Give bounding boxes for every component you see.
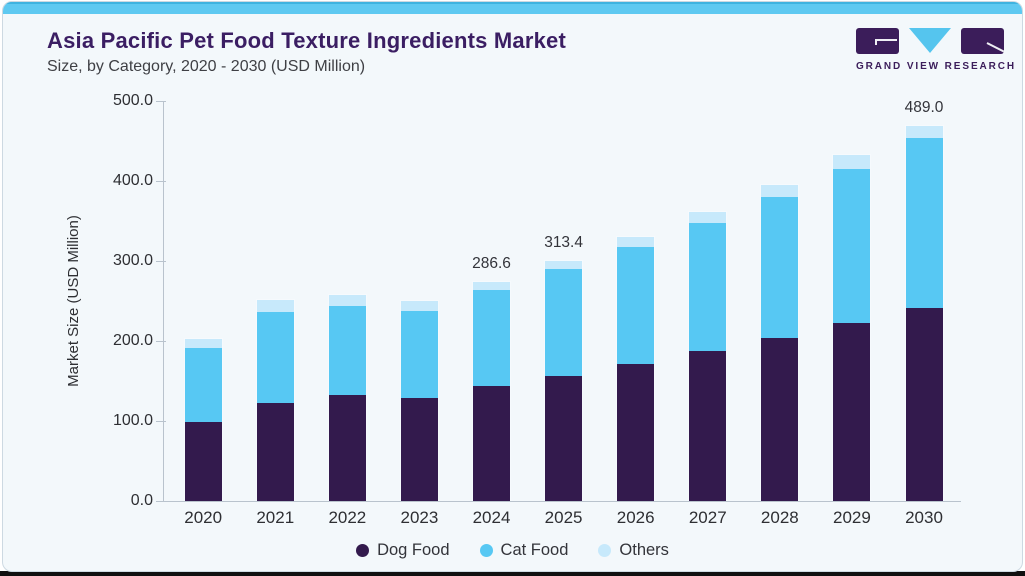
bar-2020-dog-food	[184, 422, 222, 501]
y-tick-label: 500.0	[112, 92, 153, 109]
bar-2028	[760, 183, 800, 501]
bar-2023	[399, 300, 439, 501]
bar-2027	[688, 210, 728, 501]
legend-label-others: Others	[619, 541, 669, 559]
bar-2025	[544, 260, 584, 501]
y-tick	[156, 180, 166, 182]
bar-2030-others	[905, 125, 943, 138]
legend-dot-cat-food-icon	[479, 544, 493, 557]
legend-label-dog-food: Dog Food	[377, 541, 450, 559]
legend: Dog Food Cat Food Others	[3, 541, 1022, 560]
x-tick-label-2030: 2030	[905, 508, 943, 527]
legend-dot-dog-food-icon	[356, 544, 370, 557]
x-tick-label-2022: 2022	[328, 508, 367, 527]
bar-2026-dog-food	[617, 363, 655, 501]
card-accent-bar	[3, 2, 1022, 14]
x-tick-label-2026: 2026	[616, 508, 655, 527]
bar-2030-cat-food	[905, 138, 943, 309]
brand-name: GRAND VIEW RESEARCH	[856, 61, 1016, 72]
x-tick-label-2020: 2020	[184, 508, 223, 527]
plot-area: 0.0 100.0 200.0 300.0 400.0 500.0 2020 2021 2022…	[113, 92, 961, 527]
bar-2029-dog-food	[833, 323, 871, 501]
data-label-2025: 313.4	[544, 234, 583, 251]
page-subtitle: Size, by Category, 2020 - 2030 (USD Mill…	[47, 58, 366, 75]
bar-2021-dog-food	[256, 402, 294, 501]
legend-dot-others-icon	[598, 544, 612, 557]
y-tick-label: 400.0	[112, 172, 153, 189]
gvr-logo-g-icon	[856, 28, 899, 54]
bar-2028-others	[761, 184, 799, 197]
bar-2023-cat-food	[400, 310, 438, 399]
gvr-logo-v-icon	[909, 28, 951, 53]
bar-2026-cat-food	[617, 246, 655, 364]
y-tick	[156, 500, 166, 502]
bar-2023-dog-food	[400, 398, 438, 501]
legend-label-cat-food: Cat Food	[500, 541, 569, 559]
page-title: Asia Pacific Pet Food Texture Ingredient…	[47, 28, 566, 53]
bar-2028-dog-food	[761, 337, 799, 501]
bar-2028-cat-food	[761, 196, 799, 338]
data-label-2024: 286.6	[472, 254, 511, 272]
bar-2022-cat-food	[328, 306, 366, 395]
bar-2029	[832, 154, 872, 501]
gvr-logo-r-icon	[961, 28, 1004, 54]
legend-item-dog-food: Dog Food	[356, 541, 450, 560]
bar-2021-others	[256, 300, 294, 312]
bar-2029-others	[833, 155, 871, 169]
bar-2027-cat-food	[689, 223, 727, 352]
bar-2025-others	[545, 261, 583, 270]
x-tick-label-2021: 2021	[256, 508, 295, 527]
bar-2030	[904, 124, 944, 501]
bar-2027-others	[689, 211, 727, 224]
y-tick	[156, 420, 166, 422]
y-tick	[156, 100, 166, 102]
bar-2020-others	[184, 339, 222, 349]
y-tick-label: 0.0	[130, 492, 153, 509]
y-tick	[156, 340, 166, 342]
bar-2024	[472, 280, 512, 501]
legend-item-others: Others	[598, 541, 669, 560]
bar-2022-dog-food	[328, 394, 366, 501]
x-tick-label-2028: 2028	[760, 508, 799, 527]
bar-2025-dog-food	[545, 375, 583, 501]
y-tick-label: 100.0	[112, 412, 153, 429]
gvr-logo	[856, 28, 1004, 55]
bar-2027-dog-food	[689, 351, 727, 501]
bar-2020	[183, 338, 223, 501]
x-tick-label-2027: 2027	[688, 508, 727, 527]
x-tick-label-2024: 2024	[472, 508, 511, 527]
brand-logo: GRAND VIEW RESEARCH	[856, 28, 1016, 72]
bar-2024-dog-food	[473, 386, 511, 501]
bar-2023-others	[400, 301, 438, 311]
bar-2022-others	[328, 295, 366, 307]
bar-2026	[616, 235, 656, 501]
y-tick	[156, 260, 166, 262]
bar-2029-cat-food	[833, 168, 871, 324]
data-label-2030: 489.0	[904, 98, 944, 116]
bar-2025-cat-food	[545, 269, 583, 376]
y-axis-title: Market Size (USD Million)	[65, 215, 82, 387]
x-tick-label-2029: 2029	[832, 508, 871, 527]
bar-2022	[327, 294, 367, 501]
bar-2024-others	[473, 281, 511, 291]
bar-2026-others	[617, 236, 655, 247]
bar-2020-cat-food	[184, 348, 222, 423]
x-tick-label-2023: 2023	[400, 508, 439, 527]
x-tick-label-2025: 2025	[544, 508, 583, 527]
bar-2030-dog-food	[905, 308, 943, 501]
bar-2024-cat-food	[473, 290, 511, 387]
bar-2021-cat-food	[256, 311, 294, 403]
y-tick-label: 200.0	[112, 332, 153, 349]
y-tick-label: 300.0	[112, 252, 153, 269]
bar-2021	[255, 299, 295, 501]
legend-item-cat-food: Cat Food	[479, 541, 569, 560]
page-bottom-strip	[0, 571, 1025, 576]
